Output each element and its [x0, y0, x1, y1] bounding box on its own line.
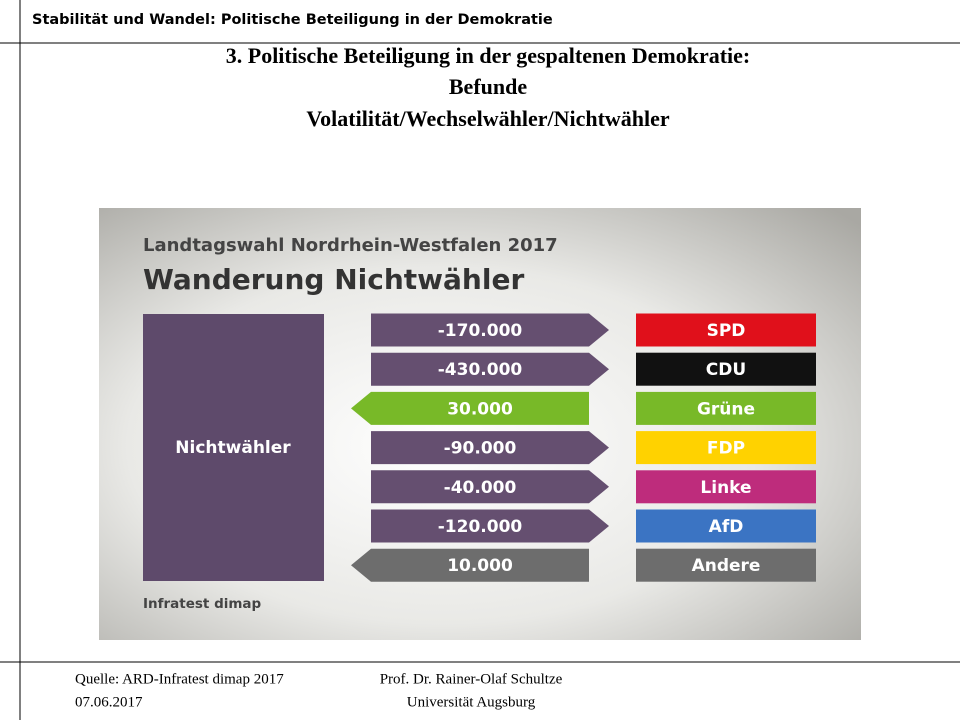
flow-arrow	[351, 548, 589, 582]
party-box	[636, 391, 816, 425]
footer-institution: Universität Augsburg	[407, 694, 536, 710]
flow-rows: -170.000 SPD -430.000 CDU 30.000 Grüne -90.000…	[351, 313, 816, 582]
slide-title: Volatilität/Wechselwähler/Nichtwähler	[306, 106, 670, 131]
slide-title: Befunde	[449, 74, 527, 99]
source-label: Nichtwähler	[175, 438, 291, 458]
party-label: AfD	[709, 517, 744, 537]
party-label: Linke	[700, 478, 751, 498]
party-box	[636, 431, 816, 465]
flow-arrow	[371, 352, 609, 386]
infographic-title: Wanderung Nichtwähler	[143, 263, 524, 296]
header-title: Stabilität und Wandel: Politische Beteil…	[32, 12, 553, 28]
flow-value: -90.000	[444, 439, 517, 459]
footer-source: Quelle: ARD-Infratest dimap 2017	[75, 671, 284, 687]
infographic-supertitle: Landtagswahl Nordrhein-Westfalen 2017	[143, 235, 558, 256]
party-label: SPD	[707, 321, 746, 341]
party-label: Andere	[692, 556, 761, 576]
flow-value: -430.000	[438, 360, 523, 380]
flow-value: -40.000	[444, 478, 517, 498]
party-box	[636, 470, 816, 504]
party-box	[636, 313, 816, 347]
party-box	[636, 352, 816, 386]
flow-value: -170.000	[438, 321, 523, 341]
party-label: CDU	[706, 360, 746, 380]
slide-title: 3. Politische Beteiligung in der gespalt…	[226, 43, 751, 68]
party-label: FDP	[707, 439, 745, 459]
party-label: Grüne	[697, 399, 755, 419]
source-box	[143, 314, 324, 581]
footer-author: Prof. Dr. Rainer-Olaf Schultze	[380, 671, 563, 687]
party-box	[636, 509, 816, 543]
flow-arrow	[371, 470, 609, 504]
flow-value: 10.000	[447, 556, 513, 576]
flow-arrow	[371, 431, 609, 465]
footer-date: 07.06.2017	[75, 694, 143, 710]
party-box	[636, 548, 816, 582]
flow-arrow	[371, 509, 609, 543]
flow-arrow	[351, 391, 589, 425]
flow-arrow	[371, 313, 609, 347]
flow-value: 30.000	[447, 399, 513, 419]
credit: Infratest dimap	[143, 596, 262, 612]
flow-value: -120.000	[438, 517, 523, 537]
